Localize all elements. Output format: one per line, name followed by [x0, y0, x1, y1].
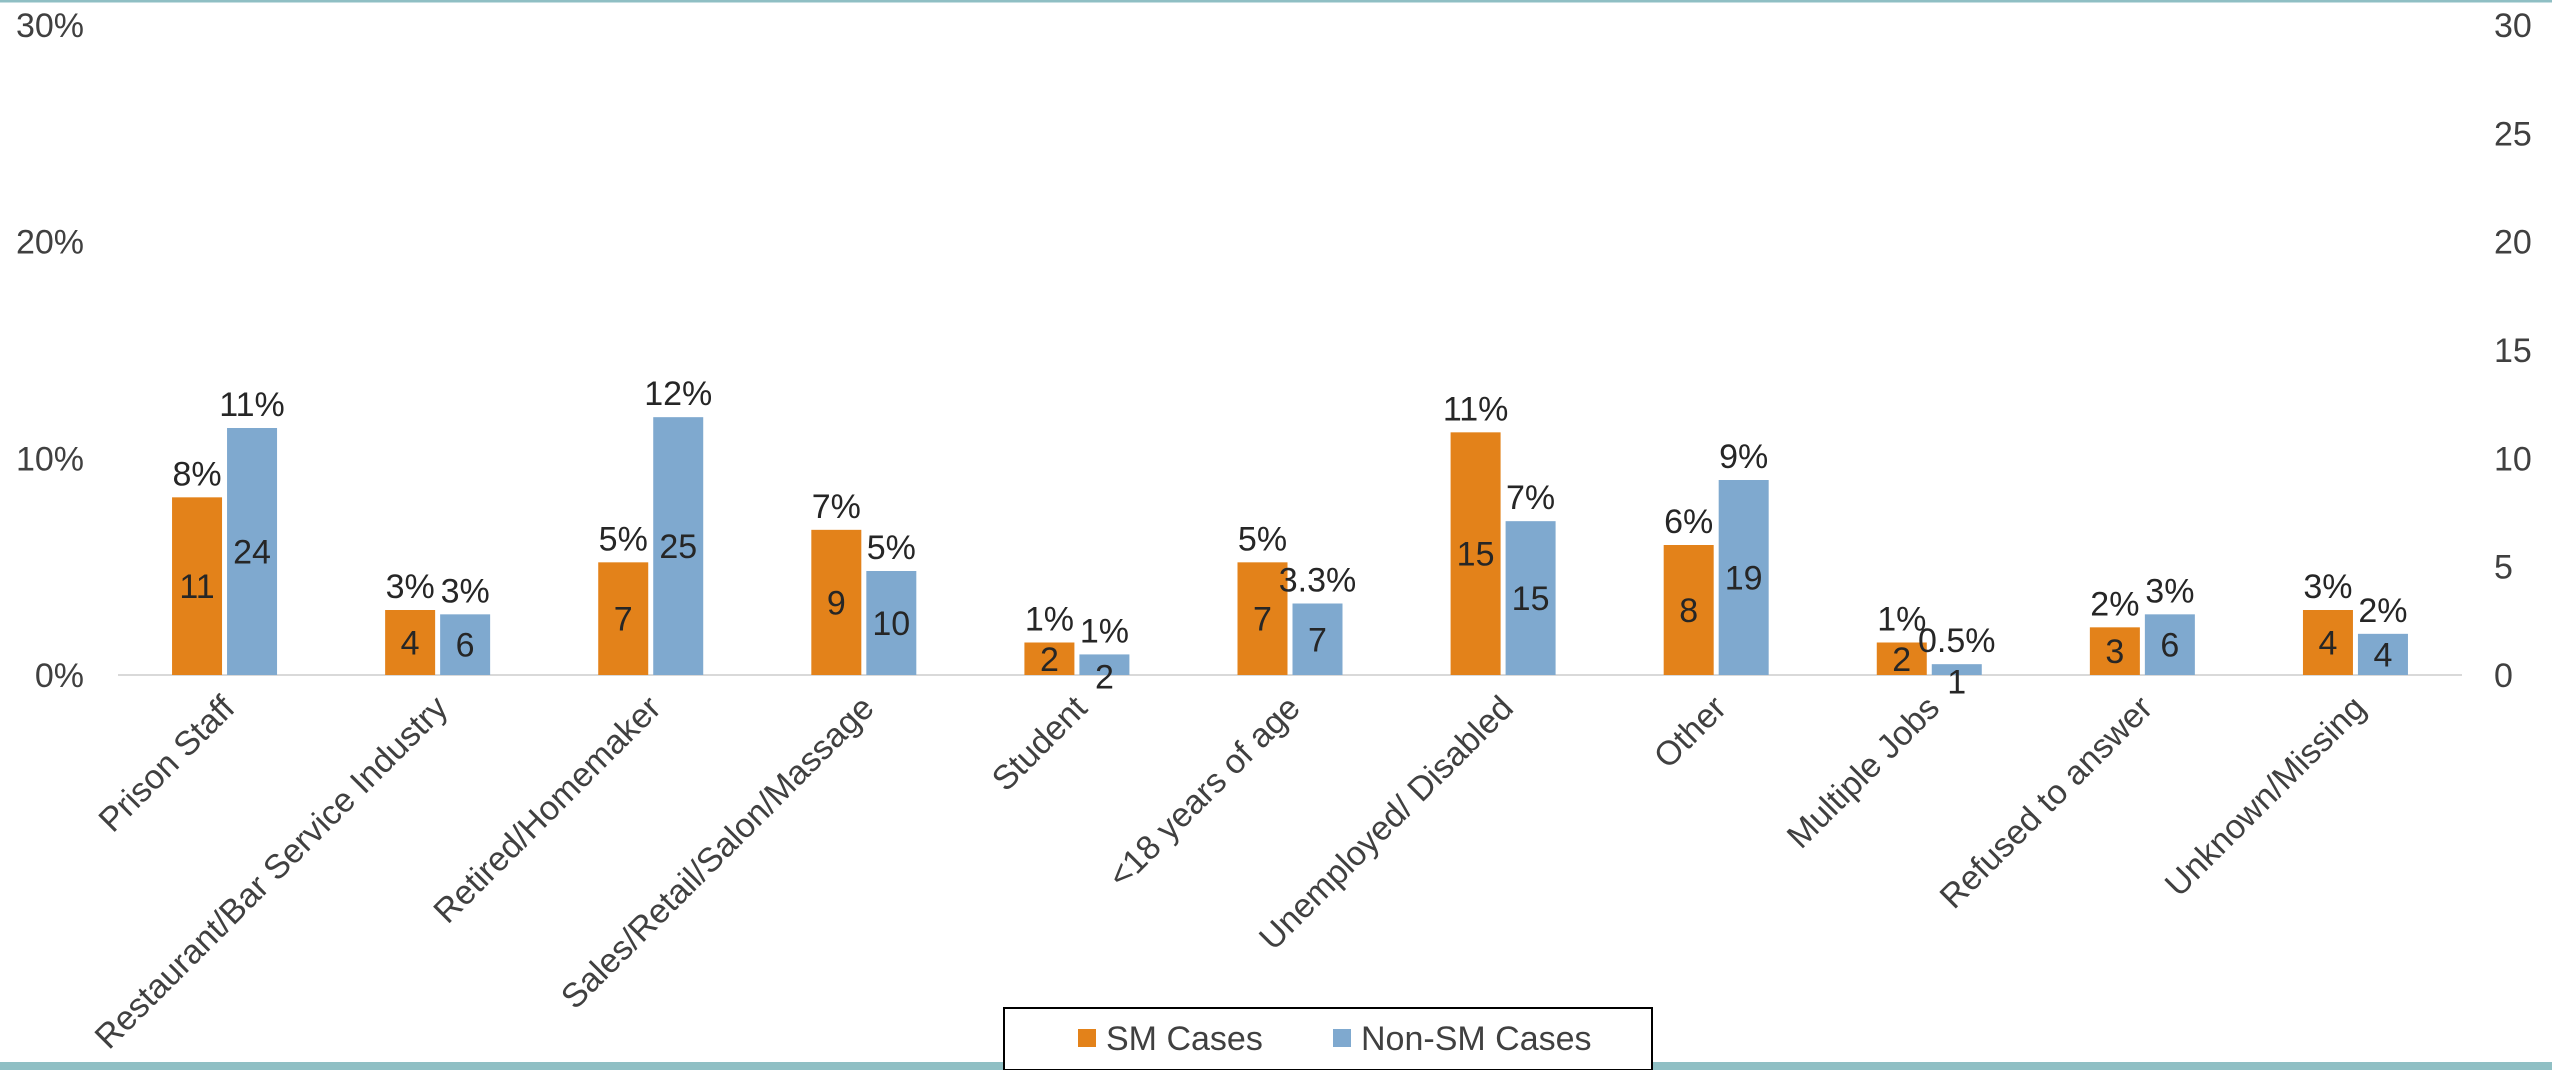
- x-category-label: Retired/Homemaker: [426, 689, 668, 931]
- bar-non-sm-cases: [653, 417, 704, 675]
- x-category-label: Refused to answer: [1933, 689, 2160, 916]
- bar-count-label: 9: [827, 584, 846, 622]
- bar-non-sm-cases: [1079, 654, 1130, 675]
- bar-count-label: 7: [1308, 621, 1327, 659]
- y-right-tick-label: 30: [2494, 7, 2532, 45]
- y-right-tick-label: 25: [2494, 115, 2532, 153]
- bar-count-label: 6: [456, 627, 475, 665]
- bar-sm-cases: [2302, 610, 2353, 675]
- bar-percent-label: 2%: [2090, 585, 2139, 623]
- bar-percent-label: 1%: [1080, 612, 1129, 650]
- bar-percent-label: 11%: [1443, 390, 1509, 428]
- bar-count-label: 15: [1512, 580, 1550, 618]
- bar-sm-cases: [811, 529, 862, 675]
- bar-count-label: 10: [872, 605, 910, 643]
- bar-sm-cases: [1663, 545, 1714, 675]
- bar-percent-label: 1%: [1025, 601, 1074, 639]
- bar-count-label: 2: [1040, 641, 1059, 679]
- bar-count-label: 4: [401, 625, 420, 663]
- bar-sm-cases: [172, 497, 223, 675]
- bar-percent-label: 5%: [1238, 520, 1287, 558]
- bar-non-sm-cases: [1931, 664, 1982, 675]
- bar-percent-label: 7%: [1506, 479, 1555, 517]
- y-right-tick-label: 20: [2494, 224, 2532, 262]
- y-left-tick-label: 20%: [16, 224, 84, 262]
- legend-label: Non-SM Cases: [1361, 1020, 1592, 1058]
- y-right-tick-label: 5: [2494, 549, 2513, 587]
- x-category-label: <18 years of age: [1101, 689, 1308, 896]
- bar-sm-cases: [2089, 627, 2140, 675]
- bar-percent-label: 3%: [2145, 572, 2194, 610]
- bar-percent-label: 0.5%: [1918, 622, 1996, 660]
- bar-count-label: 15: [1457, 536, 1495, 574]
- x-category-label: Unknown/Missing: [2158, 689, 2373, 904]
- bar-count-label: 19: [1725, 560, 1763, 598]
- bar-sm-cases: [1237, 562, 1288, 675]
- bar-percent-label: 5%: [867, 529, 916, 567]
- legend-swatch-non-sm-cases: [1333, 1029, 1351, 1047]
- y-left-tick-label: 10%: [16, 440, 84, 478]
- bar-percent-label: 3%: [2303, 568, 2352, 606]
- bar-percent-label: 3%: [441, 572, 490, 610]
- y-right-tick-label: 0: [2494, 657, 2513, 695]
- bar-non-sm-cases: [866, 571, 917, 675]
- bar-non-sm-cases: [1292, 603, 1343, 675]
- bar-percent-label: 2%: [2358, 592, 2407, 630]
- y-right-tick-label: 15: [2494, 332, 2532, 370]
- bar-non-sm-cases: [227, 428, 278, 675]
- bar-percent-label: 7%: [812, 488, 861, 526]
- bar-count-label: 2: [1892, 641, 1911, 679]
- bar-count-label: 7: [614, 601, 633, 639]
- bar-non-sm-cases: [1718, 480, 1769, 675]
- bar-sm-cases: [1876, 642, 1927, 675]
- bar-percent-label: 8%: [172, 455, 221, 493]
- bar-non-sm-cases: [2144, 614, 2195, 675]
- bar-non-sm-cases: [440, 614, 491, 675]
- bar-count-label: 8: [1679, 592, 1698, 630]
- bar-percent-label: 1%: [1877, 601, 1926, 639]
- x-category-label: Prison Staff: [91, 688, 242, 839]
- bar-count-label: 11: [179, 568, 214, 606]
- bar-count-label: 1: [1947, 664, 1966, 702]
- bar-count-label: 24: [233, 534, 271, 572]
- bar-percent-label: 3.3%: [1279, 562, 1357, 600]
- bar-percent-label: 12%: [644, 375, 712, 413]
- legend-label: SM Cases: [1106, 1020, 1263, 1058]
- bar-count-label: 25: [659, 528, 697, 566]
- bar-count-label: 6: [2160, 627, 2179, 665]
- bar-count-label: 4: [2318, 625, 2337, 663]
- bar-percent-label: 9%: [1719, 438, 1768, 476]
- legend-swatch-sm-cases: [1078, 1029, 1096, 1047]
- bar-count-label: 3: [2105, 633, 2124, 671]
- bar-percent-label: 11%: [219, 386, 285, 424]
- bar-count-label: 2: [1095, 659, 1114, 697]
- y-right-tick-label: 10: [2494, 440, 2532, 478]
- bar-non-sm-cases: [2357, 633, 2408, 675]
- bar-percent-label: 6%: [1664, 503, 1713, 541]
- bar-sm-cases: [385, 610, 436, 675]
- bar-percent-label: 3%: [386, 568, 435, 606]
- bar-non-sm-cases: [1505, 521, 1556, 675]
- bar-percent-label: 5%: [599, 520, 648, 558]
- bar-sm-cases: [598, 562, 649, 675]
- bar-count-label: 7: [1253, 601, 1272, 639]
- y-left-tick-label: 30%: [16, 7, 84, 45]
- x-category-label: Other: [1647, 689, 1734, 776]
- legend-box: [1003, 1007, 1653, 1070]
- bar-sm-cases: [1024, 642, 1075, 675]
- x-category-label: Student: [985, 688, 1095, 798]
- y-left-tick-label: 0%: [35, 657, 84, 695]
- x-category-label: Restaurant/Bar Service Industry: [88, 689, 456, 1057]
- bar-count-label: 4: [2373, 636, 2392, 674]
- bar-sm-cases: [1450, 432, 1501, 675]
- x-category-label: Multiple Jobs: [1780, 689, 1947, 856]
